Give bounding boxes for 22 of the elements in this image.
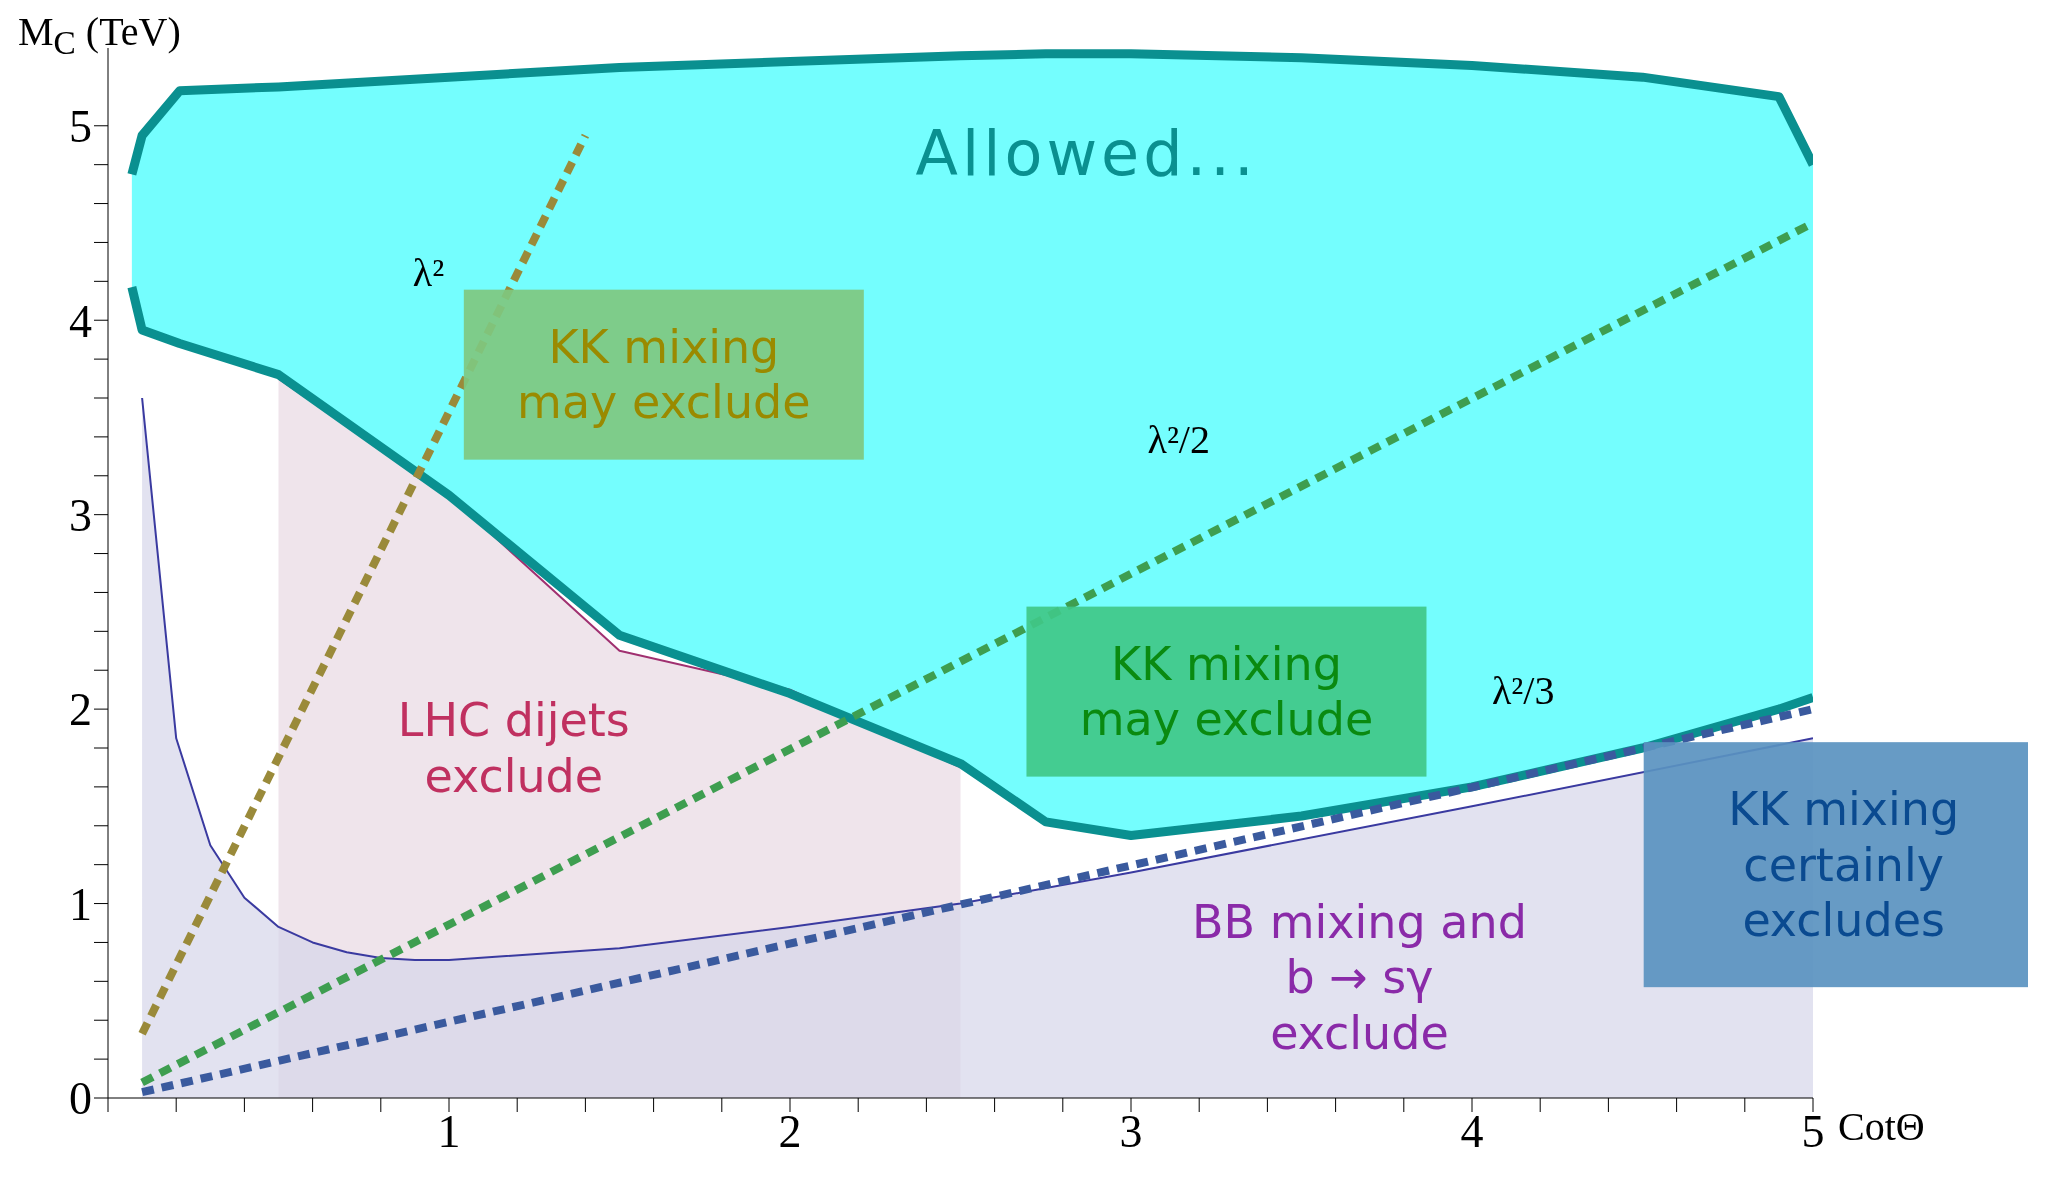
y-tick-label: 1 [69,878,92,930]
y-tick-label: 4 [69,295,92,347]
y-tick-label: 5 [69,101,92,153]
x-tick-label: 4 [1460,1105,1484,1157]
annotation: KK mixing may exclude [517,320,811,430]
y-tick-label: 0 [69,1073,92,1125]
x-axis-title: CotΘ [1838,1103,1925,1150]
x-tick-label: 5 [1801,1105,1825,1157]
annotation: Allowed... [915,116,1258,190]
x-tick-label: 2 [778,1105,802,1157]
annotation: λ² [412,249,445,295]
y-tick-label: 2 [69,684,92,736]
y-axis-title: M$_{C}$ (TeV) [18,8,181,62]
annotation: λ²/2 [1147,416,1210,462]
annotation: λ²/3 [1491,667,1555,713]
annotation: BB mixing and b → sγ exclude [1192,895,1527,1060]
annotation: KK mixing certainly excludes [1728,782,1960,947]
annotation: LHC dijets exclude [397,693,630,803]
y-tick-label: 3 [69,490,92,541]
x-tick-label: 1 [437,1105,461,1157]
annotation: KK mixing may exclude [1079,637,1374,747]
x-tick-label: 3 [1119,1105,1143,1157]
